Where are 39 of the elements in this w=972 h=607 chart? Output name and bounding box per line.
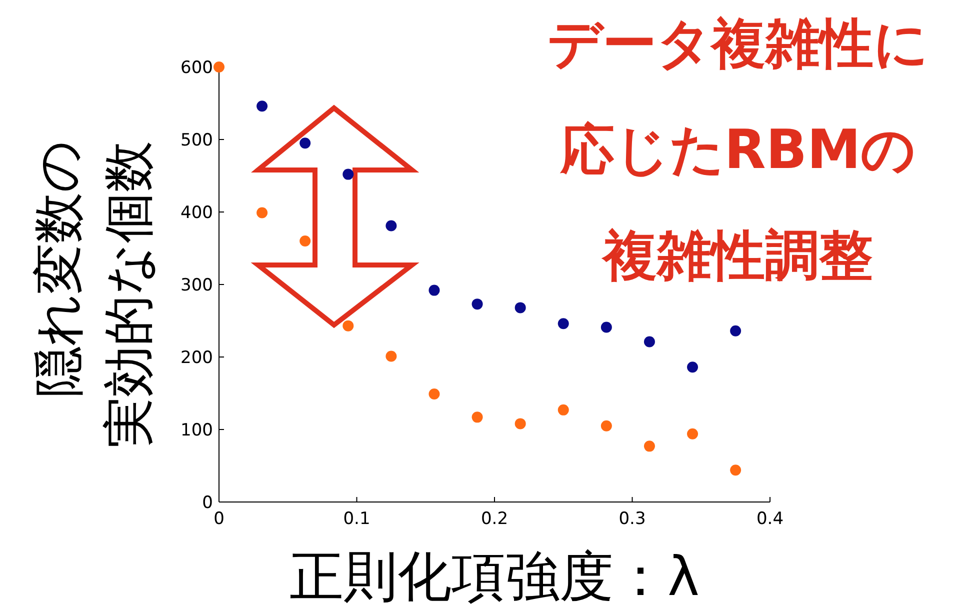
point: [256, 207, 268, 218]
point: [730, 464, 742, 476]
point: [600, 322, 612, 333]
y-tick-label: 300: [180, 276, 213, 296]
x-tick-label: 0.3: [618, 509, 646, 529]
point: [558, 318, 569, 330]
y-tick-label: 600: [180, 58, 213, 78]
point: [300, 138, 311, 149]
y-tick-label: 200: [180, 348, 213, 368]
point: [514, 302, 526, 314]
point: [386, 220, 397, 232]
y-axis-title: 隠れ変数の実効的な個数: [29, 140, 160, 450]
point: [214, 62, 224, 72]
point: [514, 418, 526, 430]
y-tick-label: 100: [180, 420, 213, 440]
point: [428, 388, 440, 400]
x-axis-title: 正則化項強度：λ: [290, 545, 700, 607]
point: [687, 428, 698, 440]
point: [644, 336, 655, 348]
point: [342, 168, 354, 180]
point: [256, 100, 268, 112]
point: [428, 284, 440, 296]
point: [472, 298, 483, 310]
y-tick-label: 0: [202, 493, 213, 513]
y-tick-label: 400: [180, 203, 213, 223]
point: [644, 440, 655, 452]
point: [730, 325, 742, 336]
point: [600, 420, 612, 432]
point: [558, 404, 569, 416]
x-tick-label: 0.1: [343, 509, 370, 529]
point: [472, 412, 483, 423]
y-tick-label: 500: [180, 130, 213, 150]
point: [342, 320, 354, 332]
x-tick-label: 0.4: [756, 509, 784, 529]
annotation: データ複雑性に応じたRBMの複雑性調整: [546, 11, 930, 289]
point: [386, 350, 397, 362]
x-tick-label: 0.2: [480, 509, 508, 529]
point: [687, 362, 698, 373]
point: [300, 236, 311, 246]
